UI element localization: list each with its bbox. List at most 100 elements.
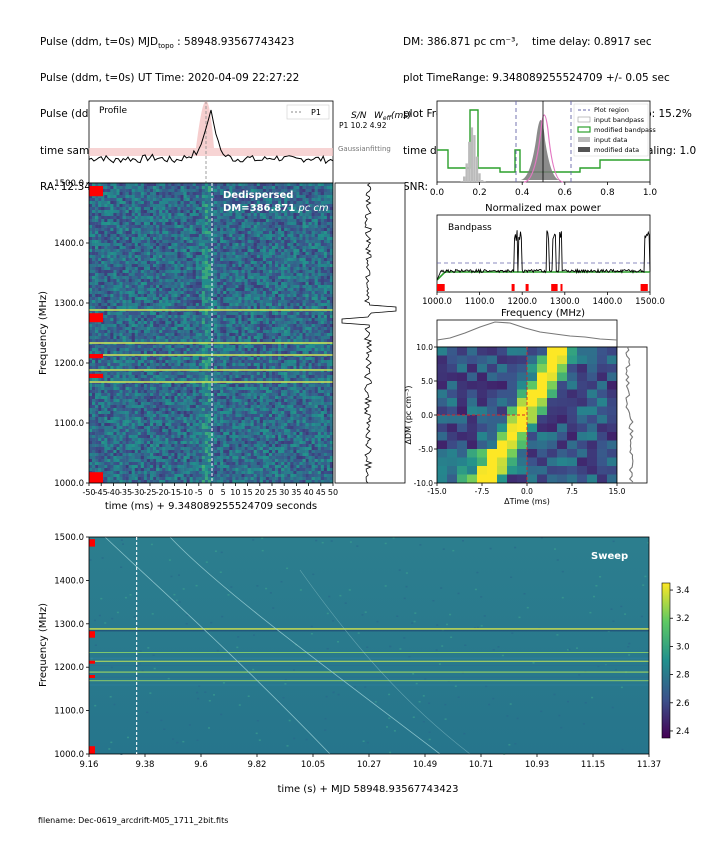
dedispersed-cell: [244, 339, 248, 343]
dedispersed-cell: [275, 225, 279, 229]
dedispersed-cell: [140, 330, 145, 334]
dedispersed-cell: [275, 333, 279, 337]
dedispersed-cell: [137, 198, 142, 202]
dedispersed-cell: [272, 363, 276, 367]
dedispersed-cell: [278, 231, 282, 235]
dedispersed-cell: [153, 366, 157, 370]
dedispersed-cell: [116, 207, 120, 211]
dedispersed-cell: [162, 267, 166, 271]
dedispersed-cell: [284, 267, 288, 271]
dedispersed-cell: [104, 213, 108, 217]
dedispersed-cell: [323, 276, 328, 280]
dedispersed-cell: [299, 258, 303, 262]
dedispersed-cell: [107, 186, 111, 190]
dedispersed-cell: [281, 348, 285, 352]
dedispersed-cell: [223, 291, 227, 295]
dedispersed-cell: [320, 201, 325, 205]
dedispersed-cell: [92, 360, 96, 364]
dedispersed-cell: [302, 312, 306, 316]
dedispersed-cell: [211, 348, 215, 352]
dedispersed-cell: [217, 282, 221, 286]
dedispersed-cell: [235, 210, 239, 214]
dedispersed-cell: [256, 234, 261, 238]
dedispersed-cell: [305, 258, 309, 262]
dedispersed-cell: [296, 345, 300, 349]
dedispersed-cell: [262, 234, 267, 238]
dedispersed-cell: [278, 330, 282, 334]
dedispersed-cell: [186, 288, 190, 292]
dedispersed-cell: [201, 201, 206, 205]
dedispersed-cell: [281, 258, 285, 262]
dedispersed-cell: [128, 213, 133, 217]
dedispersed-cell: [104, 348, 108, 352]
dedispersed-cell: [241, 306, 245, 310]
dedispersed-cell: [104, 288, 108, 292]
dedispersed-cell: [214, 225, 218, 229]
dedispersed-cell: [241, 276, 245, 280]
dedispersed-cell: [235, 225, 239, 229]
dedispersed-cell: [119, 195, 123, 199]
dedispersed-cell: [204, 348, 209, 352]
dedispersed-cell: [293, 285, 297, 289]
dedispersed-cell: [143, 192, 148, 196]
dedispersed-cell: [290, 270, 294, 274]
dedispersed-cell: [311, 294, 315, 298]
dedispersed-cell: [110, 336, 114, 340]
dedispersed-cell: [217, 345, 221, 349]
dedispersed-cell: [186, 222, 190, 226]
dedispersed-cell: [162, 246, 166, 250]
dedispersed-cell: [250, 282, 255, 286]
dedispersed-cell: [137, 291, 142, 295]
dedispersed-cell: [232, 357, 236, 361]
dedispersed-cell: [311, 204, 315, 208]
dedispersed-cell: [183, 249, 187, 253]
dedispersed-cell: [177, 219, 181, 223]
dedispersed-cell: [171, 213, 175, 217]
dedispersed-cell: [156, 276, 160, 280]
dedispersed-cell: [247, 234, 251, 238]
dedispersed-cell: [275, 270, 279, 274]
dedispersed-cell: [150, 363, 154, 367]
dedispersed-cell: [311, 336, 315, 340]
dedispersed-cell: [177, 351, 181, 355]
dedispersed-cell: [207, 297, 212, 301]
dedispersed-cell: [217, 204, 221, 208]
dedispersed-cell: [299, 318, 303, 322]
dedispersed-cell: [311, 264, 315, 268]
dedispersed-cell: [278, 324, 282, 328]
dedispersed-cell: [220, 216, 224, 220]
dedispersed-cell: [256, 204, 261, 208]
dedispersed-cell: [329, 264, 334, 268]
dedispersed-cell: [201, 261, 206, 265]
dedispersed-cell: [189, 339, 194, 343]
dedispersed-cell: [278, 276, 282, 280]
dedispersed-cell: [150, 333, 154, 337]
dedispersed-cell: [156, 321, 160, 325]
dedispersed-cell: [134, 228, 139, 232]
dedispersed-cell: [278, 189, 282, 193]
dedispersed-cell: [165, 306, 169, 310]
dedispersed-cell: [140, 303, 145, 307]
dedispersed-cell: [217, 183, 221, 187]
dedispersed-cell: [284, 186, 288, 190]
dedispersed-cell: [171, 345, 175, 349]
dedispersed-cell: [238, 363, 242, 367]
dedispersed-cell: [265, 291, 270, 295]
dedispersed-cell: [195, 234, 200, 238]
dedispersed-cell: [287, 207, 291, 211]
dedispersed-cell: [146, 246, 151, 250]
dedispersed-cell: [211, 339, 215, 343]
dedispersed-cell: [278, 258, 282, 262]
sn-header: S/N: [351, 111, 367, 121]
dedispersed-cell: [177, 315, 181, 319]
dedispersed-cell: [125, 360, 129, 364]
dedispersed-cell: [238, 303, 242, 307]
dedispersed-cell: [305, 198, 309, 202]
dedispersed-cell: [320, 345, 325, 349]
dedispersed-cell: [89, 219, 93, 223]
dedispersed-cell: [153, 339, 157, 343]
dedispersed-cell: [290, 219, 294, 223]
dedispersed-cell: [143, 216, 148, 220]
dedispersed-cell: [275, 348, 279, 352]
dedispersed-cell: [143, 228, 148, 232]
